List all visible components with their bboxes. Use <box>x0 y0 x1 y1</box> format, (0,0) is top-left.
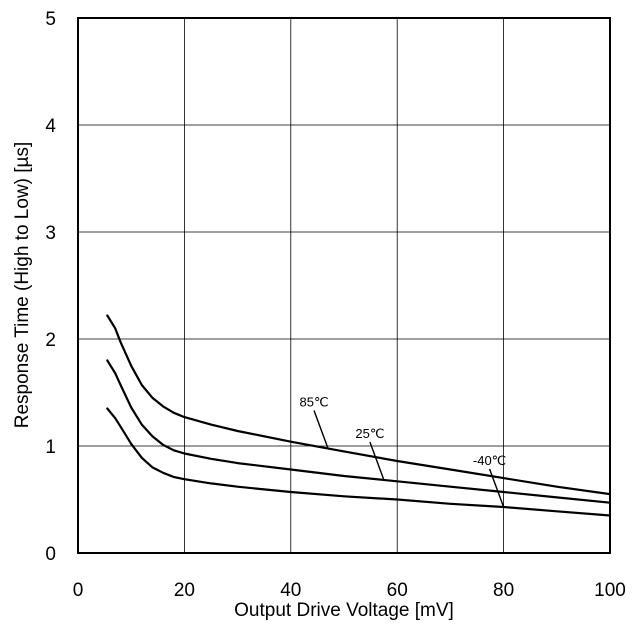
y-axis-title: Response Time (High to Low) [µs] <box>12 142 33 429</box>
series-layer <box>106 314 612 517</box>
series-line-1 <box>106 359 612 504</box>
series-line-2 <box>106 407 612 517</box>
annotation-label: -40℃ <box>473 453 506 468</box>
x-tick-label: 60 <box>387 580 408 601</box>
x-tick-labels: 0 20 40 60 80 100 <box>73 580 626 601</box>
annotation-layer: 85℃ 25℃ -40℃ <box>300 394 506 508</box>
y-tick-label: 3 <box>45 223 56 244</box>
series-line-0 <box>106 314 612 496</box>
x-axis-title: Output Drive Voltage [mV] <box>234 600 454 621</box>
x-tick-label: 80 <box>493 580 514 601</box>
y-tick-label: 0 <box>45 544 56 565</box>
y-tick-label: 4 <box>45 116 56 137</box>
plot-frame <box>77 17 611 554</box>
x-tick-label: 20 <box>174 580 195 601</box>
grid <box>77 17 611 554</box>
x-tick-label: 40 <box>280 580 301 601</box>
y-tick-label: 1 <box>45 437 56 458</box>
x-tick-label: 0 <box>73 580 84 601</box>
y-tick-labels: 0 1 2 3 4 5 <box>45 9 56 565</box>
y-tick-label: 2 <box>45 330 56 351</box>
x-tick-label: 100 <box>594 580 626 601</box>
annotation-label: 25℃ <box>355 426 384 441</box>
annotation-leader <box>313 410 329 449</box>
annotation-label: 85℃ <box>300 394 329 409</box>
annotation-leader <box>488 468 505 508</box>
y-tick-label: 5 <box>45 9 56 30</box>
annotation-leader <box>369 441 385 481</box>
